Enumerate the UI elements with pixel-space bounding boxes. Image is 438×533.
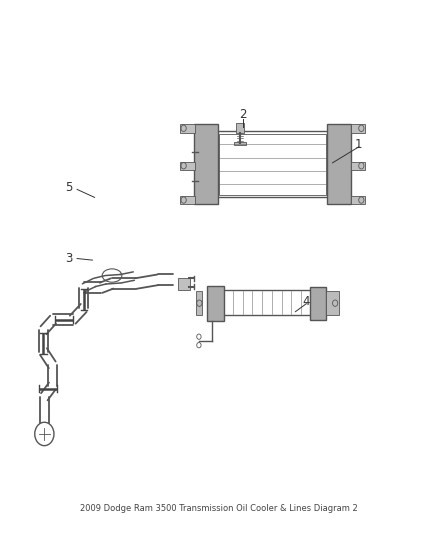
Text: 1: 1 [355,138,363,151]
Text: 4: 4 [303,295,310,308]
Text: 3: 3 [65,252,72,265]
Bar [177,278,190,290]
Bar [196,291,202,316]
Bar [217,131,328,197]
Bar [236,124,244,133]
Bar [327,124,351,204]
Bar [180,161,194,170]
Bar [234,142,246,146]
Bar [325,291,339,316]
Bar [219,134,326,195]
Bar [194,124,218,204]
Bar [351,196,365,204]
Bar [180,124,194,133]
Bar [310,287,325,320]
Bar [207,286,224,321]
Bar [223,290,311,316]
Text: 2: 2 [239,109,247,122]
Text: 5: 5 [65,181,72,195]
Text: 2009 Dodge Ram 3500 Transmission Oil Cooler & Lines Diagram 2: 2009 Dodge Ram 3500 Transmission Oil Coo… [80,504,358,513]
Bar [351,161,365,170]
Bar [351,124,365,133]
Bar [180,196,194,204]
